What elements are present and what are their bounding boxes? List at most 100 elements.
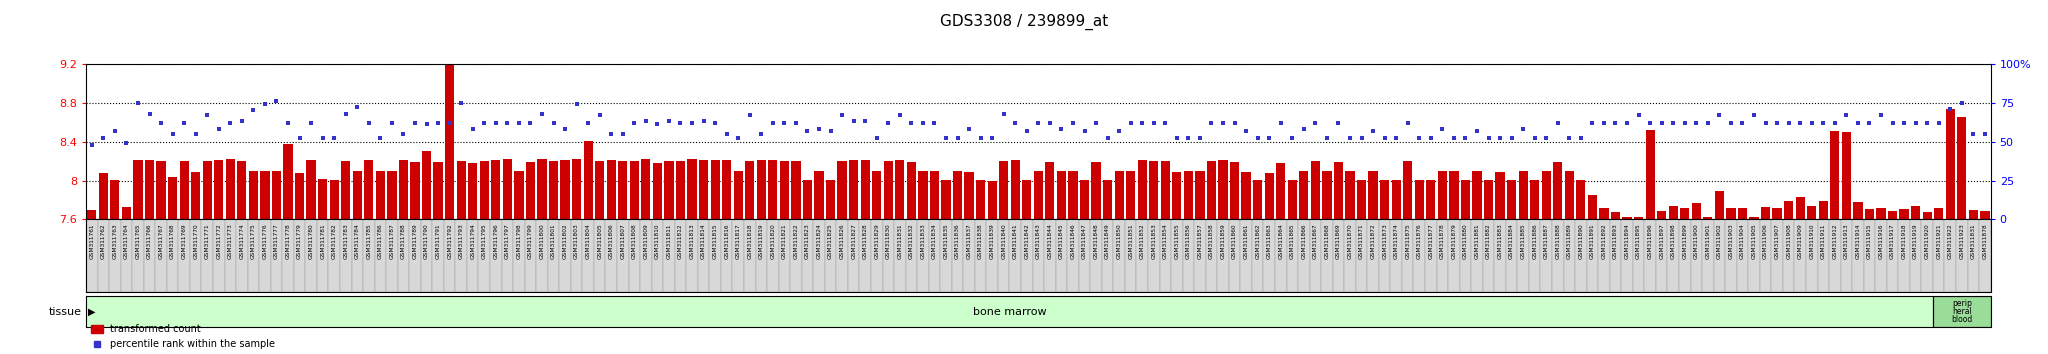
- Bar: [1311, 161, 1321, 219]
- Bar: [248, 171, 258, 219]
- Bar: [1196, 171, 1204, 219]
- Point: [930, 136, 963, 141]
- Point: [1010, 128, 1042, 133]
- Bar: [698, 160, 709, 219]
- Text: GSM311816: GSM311816: [725, 223, 729, 259]
- Text: GSM311912: GSM311912: [1833, 223, 1837, 259]
- Text: GSM311828: GSM311828: [862, 223, 868, 259]
- Bar: [1137, 219, 1149, 292]
- Bar: [121, 207, 131, 219]
- Bar: [1530, 219, 1540, 292]
- Text: GSM311810: GSM311810: [655, 223, 659, 259]
- Point: [975, 136, 1008, 141]
- Bar: [582, 219, 594, 292]
- Text: GSM311920: GSM311920: [1925, 223, 1929, 259]
- Text: GSM311773: GSM311773: [227, 223, 233, 259]
- Point: [1888, 120, 1921, 126]
- Bar: [1794, 219, 1806, 292]
- Bar: [1171, 172, 1182, 219]
- Text: GSM311822: GSM311822: [793, 223, 799, 259]
- Bar: [1888, 211, 1896, 219]
- Point: [549, 126, 582, 132]
- Bar: [1321, 219, 1333, 292]
- Bar: [1610, 219, 1622, 292]
- Bar: [743, 219, 756, 292]
- Bar: [963, 219, 975, 292]
- Bar: [1425, 179, 1436, 219]
- Text: GSM311889: GSM311889: [1567, 223, 1571, 259]
- Text: GSM311914: GSM311914: [1855, 223, 1860, 259]
- Text: GSM311769: GSM311769: [182, 223, 186, 259]
- Text: GSM311830: GSM311830: [887, 223, 891, 259]
- Bar: [88, 210, 96, 219]
- Point: [1298, 120, 1331, 126]
- Bar: [295, 173, 305, 219]
- Bar: [1182, 219, 1194, 292]
- Point: [1460, 128, 1493, 133]
- Bar: [1679, 208, 1690, 219]
- Text: GSM311893: GSM311893: [1614, 223, 1618, 259]
- Bar: [1184, 171, 1194, 219]
- Text: GSM311852: GSM311852: [1141, 223, 1145, 259]
- Text: tissue: tissue: [49, 307, 82, 316]
- Text: GSM311768: GSM311768: [170, 223, 174, 259]
- Point: [1149, 120, 1182, 126]
- Point: [1403, 136, 1436, 141]
- Text: GSM311808: GSM311808: [633, 223, 637, 259]
- Text: GSM311806: GSM311806: [608, 223, 614, 259]
- Bar: [895, 160, 905, 219]
- Point: [133, 111, 166, 116]
- Bar: [489, 219, 502, 292]
- Bar: [596, 161, 604, 219]
- Bar: [1044, 162, 1055, 219]
- Point: [121, 100, 154, 105]
- Bar: [305, 219, 317, 292]
- Text: GSM311802: GSM311802: [563, 223, 567, 259]
- Bar: [1565, 171, 1575, 219]
- Bar: [791, 219, 801, 292]
- Text: GSM311854: GSM311854: [1163, 223, 1167, 259]
- Text: GSM311827: GSM311827: [852, 223, 856, 259]
- Text: GSM311800: GSM311800: [539, 223, 545, 259]
- Point: [1876, 120, 1909, 126]
- Bar: [987, 181, 997, 219]
- Text: GSM311900: GSM311900: [1694, 223, 1698, 259]
- Bar: [1485, 179, 1493, 219]
- Bar: [1470, 219, 1483, 292]
- Bar: [1726, 208, 1735, 219]
- Point: [295, 120, 328, 126]
- Bar: [688, 159, 696, 219]
- Text: GSM311767: GSM311767: [158, 223, 164, 259]
- Point: [1669, 120, 1702, 126]
- Bar: [1368, 219, 1378, 292]
- Point: [387, 131, 420, 137]
- Bar: [1495, 172, 1505, 219]
- Point: [410, 122, 442, 127]
- Bar: [201, 219, 213, 292]
- Text: GSM311898: GSM311898: [1671, 223, 1675, 259]
- Bar: [801, 219, 813, 292]
- Bar: [641, 159, 651, 219]
- Text: GSM311778: GSM311778: [285, 223, 291, 259]
- Text: GSM311897: GSM311897: [1659, 223, 1665, 259]
- Text: GSM311913: GSM311913: [1843, 223, 1849, 259]
- Point: [1495, 136, 1528, 141]
- Text: GSM311918: GSM311918: [1903, 223, 1907, 259]
- Point: [825, 112, 858, 118]
- Point: [1288, 126, 1321, 132]
- Bar: [870, 219, 883, 292]
- Bar: [180, 161, 188, 219]
- Bar: [825, 179, 836, 219]
- Bar: [272, 171, 281, 219]
- Bar: [1092, 162, 1100, 219]
- Point: [514, 120, 547, 126]
- Text: GSM311823: GSM311823: [805, 223, 809, 259]
- Bar: [502, 219, 514, 292]
- Bar: [434, 162, 442, 219]
- Bar: [940, 219, 952, 292]
- Bar: [1622, 219, 1632, 292]
- Bar: [111, 179, 119, 219]
- Text: GSM311811: GSM311811: [666, 223, 672, 259]
- Bar: [1276, 219, 1286, 292]
- Text: GSM311784: GSM311784: [354, 223, 360, 259]
